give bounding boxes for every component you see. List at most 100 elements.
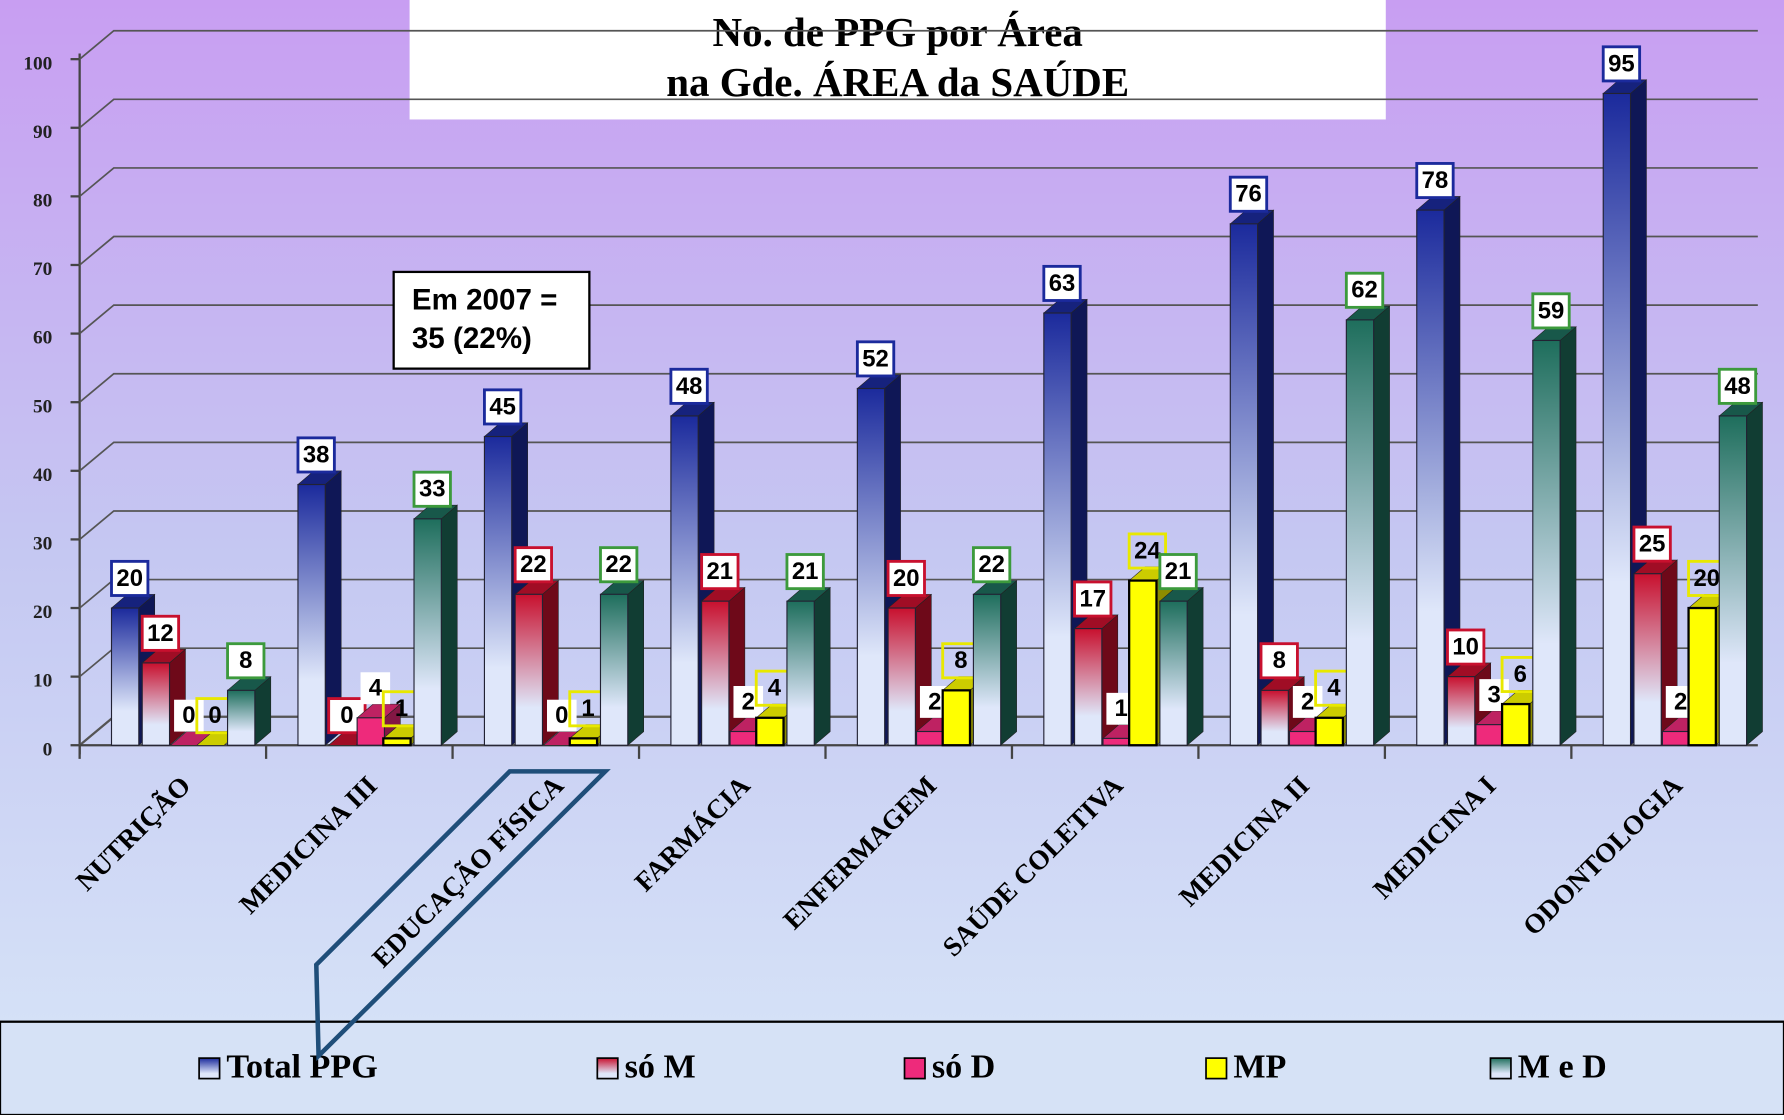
value-label: 8 [1273, 647, 1286, 674]
bar [1446, 676, 1476, 746]
bar [1043, 312, 1072, 746]
value-label: 24 [1134, 537, 1161, 564]
bar [1102, 737, 1131, 746]
legend-label: M e D [1518, 1048, 1607, 1085]
value-label: 45 [489, 393, 516, 420]
chart-title: na Gde. ÁREA da SAÚDE [666, 60, 1129, 105]
value-label: 25 [1639, 531, 1666, 558]
value-label: 62 [1351, 277, 1378, 304]
value-label-box [1531, 292, 1571, 330]
y-tick-label: 10 [33, 671, 52, 692]
bar [786, 600, 815, 746]
chart-title: No. de PPG por Área [713, 10, 1083, 55]
value-label: 0 [555, 702, 568, 729]
bar [413, 518, 442, 746]
value-label: 48 [1724, 373, 1751, 400]
value-label: 22 [605, 551, 632, 578]
value-label: 3 [1487, 682, 1500, 709]
value-label: 8 [239, 647, 252, 674]
bar [701, 600, 730, 746]
legend-label: MP [1233, 1048, 1286, 1085]
legend-swatch [1489, 1057, 1512, 1080]
y-tick-label: 30 [33, 534, 52, 555]
value-label-box [599, 546, 639, 584]
value-label: 59 [1538, 297, 1565, 324]
value-label-box [1228, 175, 1269, 213]
bar [941, 689, 972, 747]
y-tick-label: 70 [33, 259, 52, 280]
bar [729, 730, 758, 746]
bar-side [441, 504, 458, 746]
bar [514, 593, 544, 746]
bar [1288, 730, 1318, 746]
bar [1475, 724, 1504, 746]
annotation-box [392, 270, 591, 370]
value-label-box [1415, 162, 1455, 200]
value-label: 22 [978, 551, 1005, 578]
bar [141, 662, 171, 746]
value-label: 2 [1674, 688, 1687, 715]
value-label-box [226, 642, 266, 680]
value-label-box [1601, 45, 1642, 83]
grid-line [79, 441, 1758, 472]
value-label-box [700, 553, 740, 591]
bar [356, 717, 386, 746]
bar [915, 730, 945, 746]
value-label-box [855, 340, 896, 378]
grid-line [79, 510, 1758, 541]
value-label-box [1344, 271, 1385, 309]
annotation: 35 (22%) [412, 322, 532, 355]
bar [1500, 702, 1531, 747]
value-label-box [1717, 367, 1758, 405]
legend-label: só M [625, 1048, 696, 1085]
bar [1260, 689, 1289, 746]
value-label-box [733, 685, 764, 718]
value-label: 1 [581, 695, 594, 722]
legend-swatch [198, 1057, 221, 1080]
value-label-box [785, 553, 825, 591]
value-label: 4 [1327, 675, 1341, 702]
bar-side [1186, 586, 1204, 746]
value-label: 33 [419, 476, 446, 503]
bar-side [1746, 401, 1763, 746]
bar [1416, 209, 1445, 746]
bar-side [1000, 580, 1017, 746]
bar [599, 593, 629, 746]
y-tick-label: 20 [33, 602, 52, 623]
bar-side [627, 580, 645, 746]
bar [887, 607, 916, 746]
annotation: Em 2007 = [412, 283, 558, 316]
bar [972, 593, 1002, 746]
value-label: 2 [928, 688, 941, 715]
value-label: 10 [1452, 633, 1479, 660]
bar-side [1559, 326, 1577, 746]
value-label: 20 [1693, 565, 1720, 592]
y-tick-label: 80 [33, 191, 52, 212]
bar [1128, 579, 1158, 747]
value-label: 2 [742, 688, 755, 715]
bar [1532, 339, 1561, 746]
value-label: 76 [1235, 181, 1262, 208]
bar [670, 415, 699, 746]
bar [1718, 415, 1748, 746]
value-label: 95 [1608, 50, 1635, 77]
value-label-box [1632, 525, 1672, 563]
legend-swatch [1205, 1057, 1228, 1080]
value-label-box [1158, 553, 1198, 591]
legend-swatch [596, 1057, 619, 1080]
value-label-box [1259, 642, 1299, 680]
bar [1687, 606, 1717, 747]
value-label: 78 [1422, 167, 1449, 194]
value-label-box [140, 614, 181, 652]
value-label: 48 [676, 373, 703, 400]
value-label-box [971, 546, 1012, 584]
value-label-box [1292, 685, 1323, 718]
legend-box [0, 1020, 1784, 1117]
bar [382, 737, 412, 747]
value-label: 21 [1165, 558, 1192, 585]
y-tick-label: 0 [43, 739, 53, 760]
bar [1314, 716, 1345, 747]
y-tick-label: 50 [33, 396, 52, 417]
bar [226, 689, 256, 746]
value-label: 8 [954, 647, 967, 674]
